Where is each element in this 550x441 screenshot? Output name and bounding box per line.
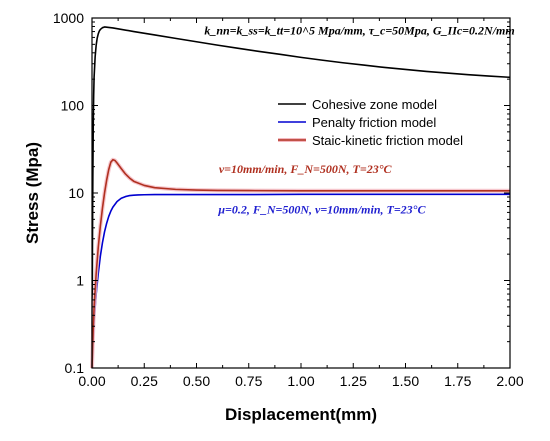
series-line-cohesive-zone: [91, 26, 511, 369]
plot-frame: [91, 17, 511, 369]
x-axis-title: Displacement(mm): [225, 405, 377, 424]
x-tick-label: 0.00: [78, 373, 105, 389]
y-tick-label: 10: [68, 185, 84, 201]
annotations-group: k_nn=k_ss=k_tt=10^5 Mpa/mm, τ_c=50Mpa, G…: [204, 23, 514, 216]
series-line-static-kinetic-friction: [91, 158, 510, 369]
y-tick-label: 1000: [53, 10, 84, 26]
legend-label: Cohesive zone model: [312, 97, 437, 112]
y-axis-title: Stress (Mpa): [23, 142, 42, 244]
y-tick-label: 1: [76, 273, 84, 289]
annotation: v=10mm/min, F_N=500N, T=23°C: [219, 162, 393, 176]
legend: Cohesive zone model Penalty friction mode…: [278, 97, 463, 148]
x-tick-label: 1.00: [287, 373, 314, 389]
series-group: [90, 26, 511, 369]
legend-label: Staic-kinetic friction model: [312, 133, 463, 148]
y-tick-label: 100: [61, 98, 85, 114]
annotation: μ=0.2, F_N=500N, v=10mm/min, T=23°C: [217, 203, 426, 217]
x-tick-label: 2.00: [496, 373, 523, 389]
axes: 0.00 0.25 0.50 0.75 1.00 1.25 1.50 1.75 2.00 0.1 1…: [53, 10, 524, 389]
series-line-penalty-friction: [91, 193, 510, 369]
x-tick-label: 0.25: [131, 373, 158, 389]
x-tick-label: 1.25: [340, 373, 367, 389]
x-tick-label: 0.50: [183, 373, 210, 389]
x-tick-label: 1.75: [444, 373, 471, 389]
x-tick-label: 1.50: [392, 373, 419, 389]
y-tick-label: 0.1: [65, 360, 85, 376]
x-tick-label: 0.75: [235, 373, 262, 389]
annotation: k_nn=k_ss=k_tt=10^5 Mpa/mm, τ_c=50Mpa, G…: [204, 23, 514, 37]
legend-label: Penalty friction model: [312, 115, 436, 130]
